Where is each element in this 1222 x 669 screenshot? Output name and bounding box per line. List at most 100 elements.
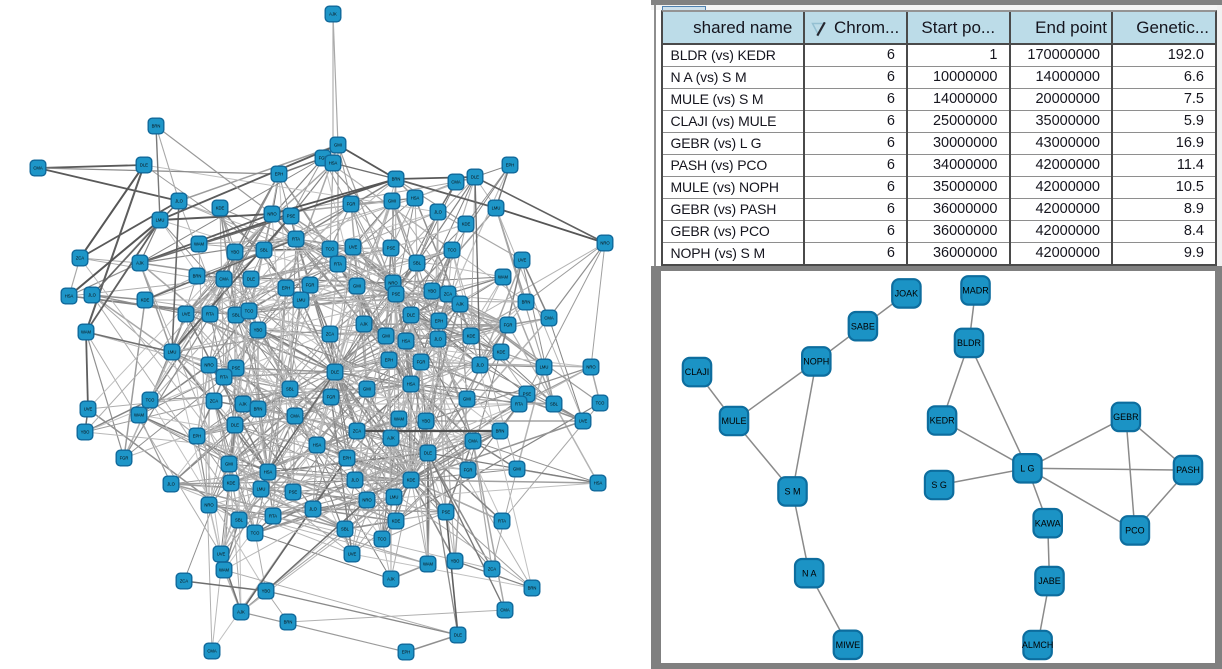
svg-text:GMI: GMI [363, 387, 371, 392]
svg-text:TCO: TCO [596, 401, 606, 406]
svg-text:PASH: PASH [1176, 465, 1200, 475]
svg-text:HSA: HSA [329, 161, 338, 166]
svg-text:NRO: NRO [204, 503, 214, 508]
svg-text:EPH: EPH [343, 456, 352, 461]
svg-text:DLE: DLE [231, 423, 239, 428]
svg-text:FGR: FGR [347, 202, 356, 207]
svg-text:HSA: HSA [411, 196, 420, 201]
svg-text:NRO: NRO [586, 365, 596, 370]
svg-text:UVE: UVE [84, 407, 93, 412]
svg-text:JLO: JLO [88, 293, 96, 298]
svg-text:RTA: RTA [498, 519, 506, 524]
svg-text:JLO: JLO [175, 199, 183, 204]
svg-text:UVE: UVE [579, 419, 588, 424]
svg-text:HSA: HSA [264, 470, 273, 475]
svg-text:PCO: PCO [1125, 526, 1145, 536]
svg-text:CMA: CMA [500, 608, 510, 613]
svg-text:EPH: EPH [506, 163, 515, 168]
svg-text:GMI: GMI [513, 467, 521, 472]
svg-text:EPH: EPH [435, 319, 444, 324]
svg-text:NRO: NRO [362, 498, 372, 503]
svg-text:ZCA: ZCA [488, 567, 497, 572]
svg-text:CMA: CMA [451, 180, 461, 185]
svg-text:YBO: YBO [231, 250, 241, 255]
svg-text:PSE: PSE [392, 292, 401, 297]
svg-text:RTA: RTA [515, 402, 523, 407]
svg-text:BRN: BRN [522, 300, 531, 305]
svg-text:KDE: KDE [497, 350, 506, 355]
svg-text:DLE: DLE [247, 277, 255, 282]
svg-text:AJK: AJK [456, 302, 464, 307]
svg-text:AJK: AJK [136, 261, 144, 266]
svg-text:JLO: JLO [434, 210, 442, 215]
svg-text:JLO: JLO [351, 478, 359, 483]
svg-text:RTA: RTA [292, 237, 300, 242]
svg-text:LMU: LMU [156, 218, 165, 223]
svg-text:ZCA: ZCA [326, 332, 335, 337]
svg-text:KEDR: KEDR [930, 416, 956, 426]
svg-text:FGR: FGR [504, 323, 513, 328]
svg-text:JABE: JABE [1038, 576, 1061, 586]
svg-text:BRN: BRN [392, 177, 401, 182]
svg-text:GMI: GMI [225, 462, 233, 467]
svg-text:CMA: CMA [544, 316, 554, 321]
svg-text:DLE: DLE [140, 163, 148, 168]
svg-text:CMA: CMA [468, 439, 478, 444]
svg-text:ZCA: ZCA [444, 292, 453, 297]
svg-text:SABE: SABE [851, 321, 875, 331]
svg-text:AJK: AJK [387, 577, 395, 582]
svg-text:YBO: YBO [422, 419, 432, 424]
svg-text:ZCA: ZCA [353, 429, 362, 434]
svg-text:TCO: TCO [326, 247, 336, 252]
svg-text:NRO: NRO [267, 212, 277, 217]
svg-text:FGR: FGR [417, 360, 426, 365]
svg-text:MIWE: MIWE [836, 640, 861, 650]
svg-text:GMI: GMI [382, 334, 390, 339]
svg-text:KDE: KDE [467, 334, 476, 339]
svg-text:HSA: HSA [65, 294, 74, 299]
svg-text:PSE: PSE [287, 214, 296, 219]
svg-text:RTA: RTA [334, 262, 342, 267]
svg-text:S G: S G [931, 480, 947, 490]
svg-text:FGR: FGR [306, 283, 315, 288]
svg-text:LMU: LMU [540, 365, 549, 370]
svg-text:KDE: KDE [392, 519, 401, 524]
svg-text:LMU: LMU [168, 350, 177, 355]
svg-text:AJK: AJK [387, 436, 395, 441]
svg-text:BRN: BRN [496, 429, 505, 434]
svg-text:EPH: EPH [385, 358, 394, 363]
svg-text:KDE: KDE [141, 298, 150, 303]
svg-text:BRN: BRN [284, 620, 293, 625]
svg-text:GMI: GMI [463, 397, 471, 402]
svg-text:ZCA: ZCA [76, 256, 85, 261]
svg-text:TCO: TCO [245, 309, 255, 314]
svg-text:EPH: EPH [282, 286, 291, 291]
svg-text:YBO: YBO [428, 289, 438, 294]
svg-text:SBL: SBL [232, 313, 241, 318]
svg-text:FGR: FGR [464, 468, 473, 473]
svg-text:GMI: GMI [388, 199, 396, 204]
svg-text:L G: L G [1020, 463, 1034, 473]
svg-text:HSA: HSA [402, 339, 411, 344]
svg-text:WAM: WAM [134, 413, 145, 418]
svg-text:TCO: TCO [251, 531, 261, 536]
svg-text:WAM: WAM [423, 562, 434, 567]
svg-text:AJK: AJK [329, 12, 337, 17]
svg-text:PSE: PSE [232, 366, 241, 371]
svg-text:WAM: WAM [394, 417, 405, 422]
svg-text:WAM: WAM [498, 275, 509, 280]
svg-text:YBO: YBO [451, 559, 461, 564]
svg-text:FGR: FGR [120, 456, 129, 461]
svg-text:YBO: YBO [81, 430, 91, 435]
svg-text:LMU: LMU [390, 495, 399, 500]
svg-text:ALMCH: ALMCH [1022, 640, 1054, 650]
svg-text:RTA: RTA [206, 312, 214, 317]
svg-text:ZCA: ZCA [180, 579, 189, 584]
svg-text:NRO: NRO [204, 363, 214, 368]
svg-text:CMA: CMA [33, 166, 43, 171]
svg-text:AJK: AJK [360, 322, 368, 327]
svg-text:WAM: WAM [219, 568, 230, 573]
svg-text:CMA: CMA [207, 649, 217, 654]
svg-text:AJK: AJK [239, 402, 247, 407]
svg-text:SBL: SBL [341, 527, 350, 532]
